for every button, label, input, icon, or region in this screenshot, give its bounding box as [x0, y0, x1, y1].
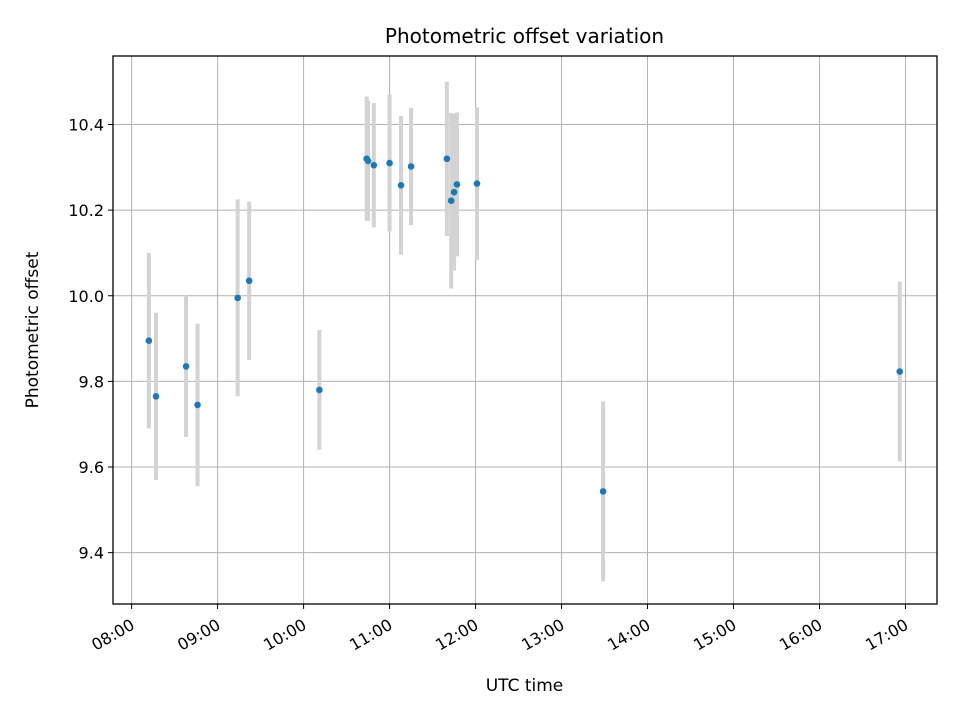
data-point — [245, 277, 253, 285]
data-point — [234, 294, 241, 302]
data-point — [896, 368, 904, 375]
y-tick-label: 9.6 — [79, 458, 104, 477]
data-point — [407, 163, 415, 170]
grid — [113, 56, 937, 604]
data-point — [145, 337, 153, 345]
data-point — [447, 197, 455, 205]
data-point — [316, 386, 323, 394]
y-tick-label: 10.2 — [68, 201, 104, 220]
x-axis-label: UTC time — [486, 676, 564, 696]
data-point — [443, 155, 451, 163]
chart-title: Photometric offset variation — [385, 24, 664, 48]
data-point — [194, 401, 201, 409]
data-point — [370, 161, 378, 169]
y-tick-label: 9.8 — [79, 372, 104, 391]
data-point — [473, 180, 481, 187]
data-point — [152, 393, 160, 400]
y-tick-label: 9.4 — [79, 544, 104, 563]
data-point — [450, 188, 458, 196]
data-points — [145, 155, 904, 495]
y-tick-label: 10.4 — [68, 116, 104, 135]
data-point — [397, 181, 405, 189]
data-point — [182, 363, 190, 370]
data-point — [599, 488, 607, 495]
y-axis-label: Photometric offset — [23, 251, 43, 408]
plot-frame — [112, 55, 938, 605]
data-point — [386, 159, 393, 167]
y-axis-ticks: 9.4 9.6 9.8 10.0 10.2 10.4 — [68, 116, 113, 563]
data-point — [453, 181, 461, 188]
y-tick-label: 10.0 — [68, 287, 104, 306]
data-point — [364, 157, 372, 165]
